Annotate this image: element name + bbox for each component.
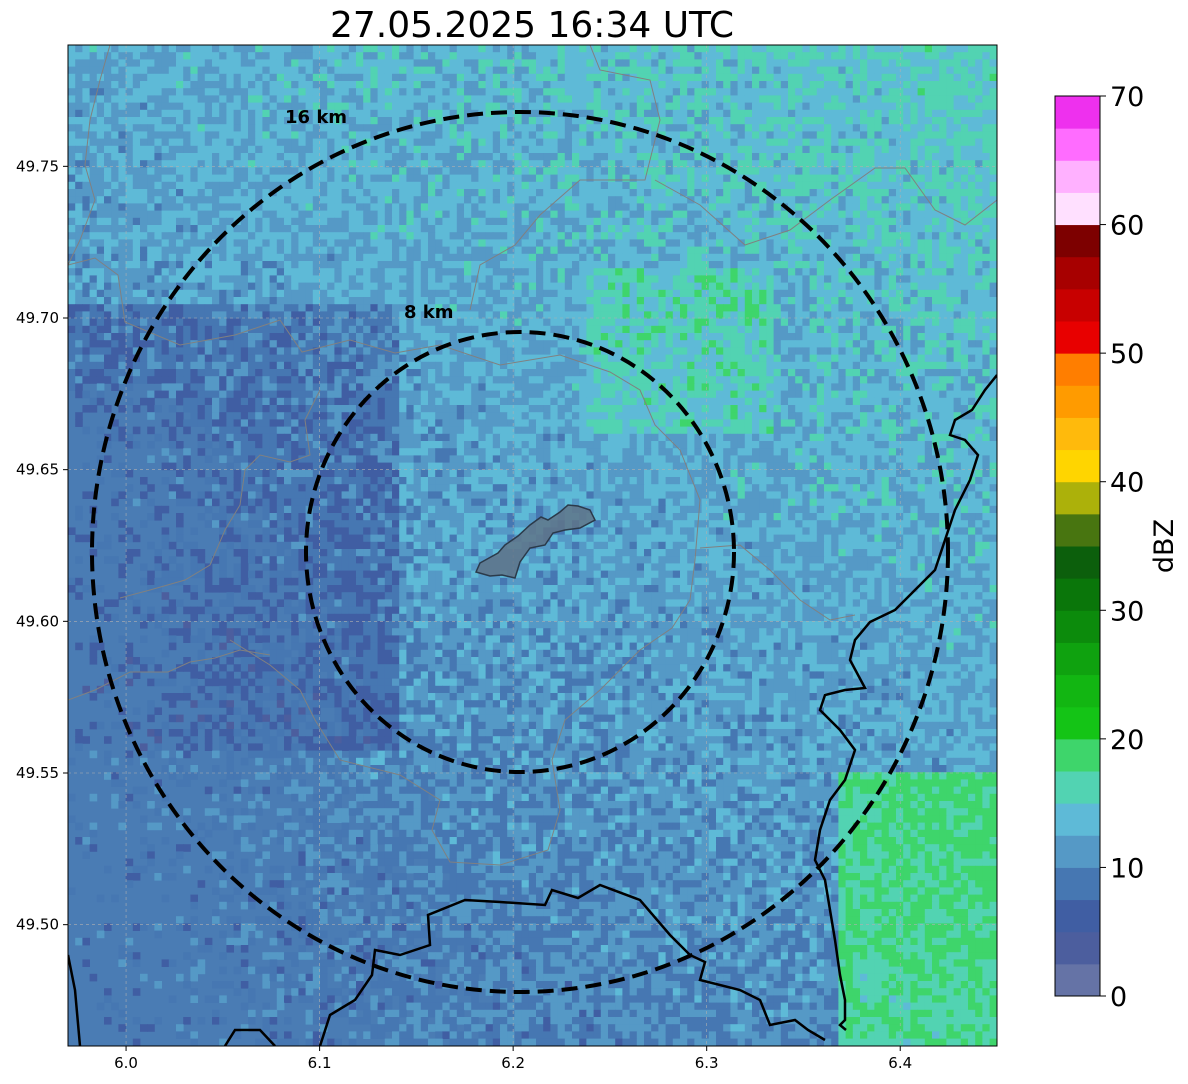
admin-boundary xyxy=(119,389,321,599)
y-tick-label: 49.75 xyxy=(16,157,59,175)
map-title: 27.05.2025 16:34 UTC xyxy=(330,5,734,46)
colorbar-frame xyxy=(1054,95,1101,997)
colorbar-level xyxy=(1055,899,1100,933)
admin-boundary xyxy=(68,649,271,701)
colorbar: 0 10 20 30 40 50 60 70 dBZ xyxy=(1054,82,1180,1013)
y-tick-label: 49.55 xyxy=(16,764,59,782)
colorbar-level xyxy=(1055,578,1100,611)
colorbar-level xyxy=(1055,192,1100,226)
colorbar-level xyxy=(1055,771,1100,804)
colorbar-level xyxy=(1055,128,1100,161)
boundaries xyxy=(68,45,997,1046)
x-tick-label: 6.0 xyxy=(114,1054,138,1072)
colorbar-level xyxy=(1055,160,1100,193)
range-ring-8km xyxy=(304,330,736,774)
national-border xyxy=(318,883,826,1046)
national-border xyxy=(813,374,997,1031)
national-border xyxy=(68,954,82,1046)
colorbar-level xyxy=(1055,674,1100,708)
colorbar-level xyxy=(1055,96,1100,129)
colorbar-level xyxy=(1055,931,1100,965)
city-area-polygon xyxy=(474,504,596,579)
y-tick-label: 49.50 xyxy=(16,916,59,934)
x-tick-label: 6.2 xyxy=(501,1054,525,1072)
x-tick-label: 6.1 xyxy=(308,1054,332,1072)
colorbar-tick-label: 50 xyxy=(1110,339,1144,370)
colorbar-level xyxy=(1055,706,1100,740)
map-plot-area: 8 km 16 km xyxy=(67,44,998,1047)
y-tick-label: 49.65 xyxy=(16,461,59,479)
map-frame-border xyxy=(67,44,998,1047)
colorbar-level xyxy=(1055,288,1100,322)
colorbar-level xyxy=(1055,963,1100,997)
x-tick-label: 6.3 xyxy=(695,1054,719,1072)
admin-boundary xyxy=(469,45,661,311)
colorbar-level xyxy=(1055,867,1100,901)
x-axis: 6.0 6.1 6.2 6.3 6.4 xyxy=(114,1046,912,1072)
colorbar-tick-label: 20 xyxy=(1110,725,1144,756)
colorbar-label: dBZ xyxy=(1149,519,1180,573)
colorbar-levels xyxy=(1055,96,1100,997)
y-axis: 49.50 49.55 49.60 49.65 49.70 49.75 xyxy=(16,157,68,934)
colorbar-level xyxy=(1055,803,1100,836)
ring-label-16km: 16 km xyxy=(285,107,347,128)
colorbar-level xyxy=(1055,353,1100,386)
colorbar-tick-label: 70 xyxy=(1110,82,1144,113)
y-tick-label: 49.60 xyxy=(16,612,59,630)
national-border xyxy=(223,1028,276,1046)
colorbar-tick-label: 40 xyxy=(1110,468,1144,499)
colorbar-level xyxy=(1055,256,1100,290)
ring-label-8km: 8 km xyxy=(404,302,454,323)
colorbar-level xyxy=(1055,385,1100,418)
admin-boundary xyxy=(654,167,997,246)
colorbar-level xyxy=(1055,513,1100,547)
colorbar-level xyxy=(1055,610,1100,643)
colorbar-level xyxy=(1055,546,1100,579)
colorbar-level xyxy=(1055,224,1100,258)
colorbar-level xyxy=(1055,642,1100,676)
y-tick-label: 49.70 xyxy=(16,309,59,327)
range-rings xyxy=(90,110,950,994)
admin-boundary xyxy=(68,257,701,866)
colorbar-level xyxy=(1055,417,1100,451)
admin-boundary xyxy=(68,45,111,266)
x-tick-label: 6.4 xyxy=(888,1054,912,1072)
colorbar-tick-label: 10 xyxy=(1110,853,1144,884)
colorbar-level xyxy=(1055,738,1100,772)
colorbar-level xyxy=(1055,481,1100,515)
colorbar-tick-label: 60 xyxy=(1110,211,1144,242)
colorbar-level xyxy=(1055,449,1100,483)
range-ring-16km xyxy=(90,110,950,994)
colorbar-level xyxy=(1055,321,1100,354)
colorbar-ticks: 0 10 20 30 40 50 60 70 xyxy=(1100,82,1144,1013)
colorbar-tick-label: 30 xyxy=(1110,596,1144,627)
colorbar-tick-label: 0 xyxy=(1110,982,1127,1013)
colorbar-level xyxy=(1055,835,1100,868)
